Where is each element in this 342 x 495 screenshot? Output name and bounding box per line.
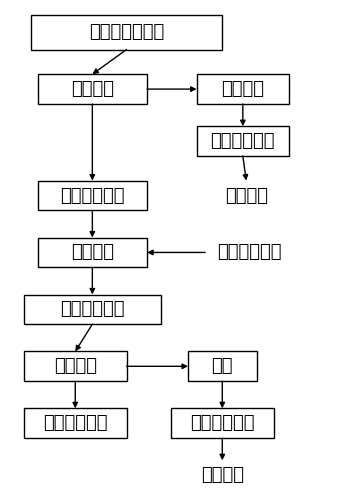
FancyBboxPatch shape <box>31 15 222 50</box>
FancyBboxPatch shape <box>38 181 147 210</box>
Text: 有机物污染土壤: 有机物污染土壤 <box>89 23 164 41</box>
FancyBboxPatch shape <box>38 74 147 104</box>
Text: 烟气: 烟气 <box>212 357 233 375</box>
Text: 处理达标: 处理达标 <box>225 187 268 204</box>
Text: 废气处理系统: 废气处理系统 <box>190 414 254 432</box>
FancyBboxPatch shape <box>188 351 256 381</box>
FancyBboxPatch shape <box>24 295 161 324</box>
FancyBboxPatch shape <box>171 408 274 438</box>
FancyBboxPatch shape <box>197 74 289 104</box>
Text: 达标排放: 达标排放 <box>201 466 244 484</box>
Text: 加药搅拌: 加药搅拌 <box>71 244 114 261</box>
Text: 细粒污染土壤: 细粒污染土壤 <box>60 187 124 204</box>
FancyBboxPatch shape <box>24 408 127 438</box>
Text: 修复合格堆垛: 修复合格堆垛 <box>43 414 107 432</box>
FancyBboxPatch shape <box>197 126 289 156</box>
Text: 筛分破碎: 筛分破碎 <box>71 80 114 98</box>
Text: 建筑垃圾: 建筑垃圾 <box>221 80 264 98</box>
Text: 水热反应装置: 水热反应装置 <box>60 300 124 318</box>
Text: 芬顿试剂喷淋: 芬顿试剂喷淋 <box>211 132 275 150</box>
Text: 芬顿试剂溶液: 芬顿试剂溶液 <box>218 244 282 261</box>
Text: 水热处理: 水热处理 <box>54 357 97 375</box>
FancyBboxPatch shape <box>24 351 127 381</box>
FancyBboxPatch shape <box>38 238 147 267</box>
